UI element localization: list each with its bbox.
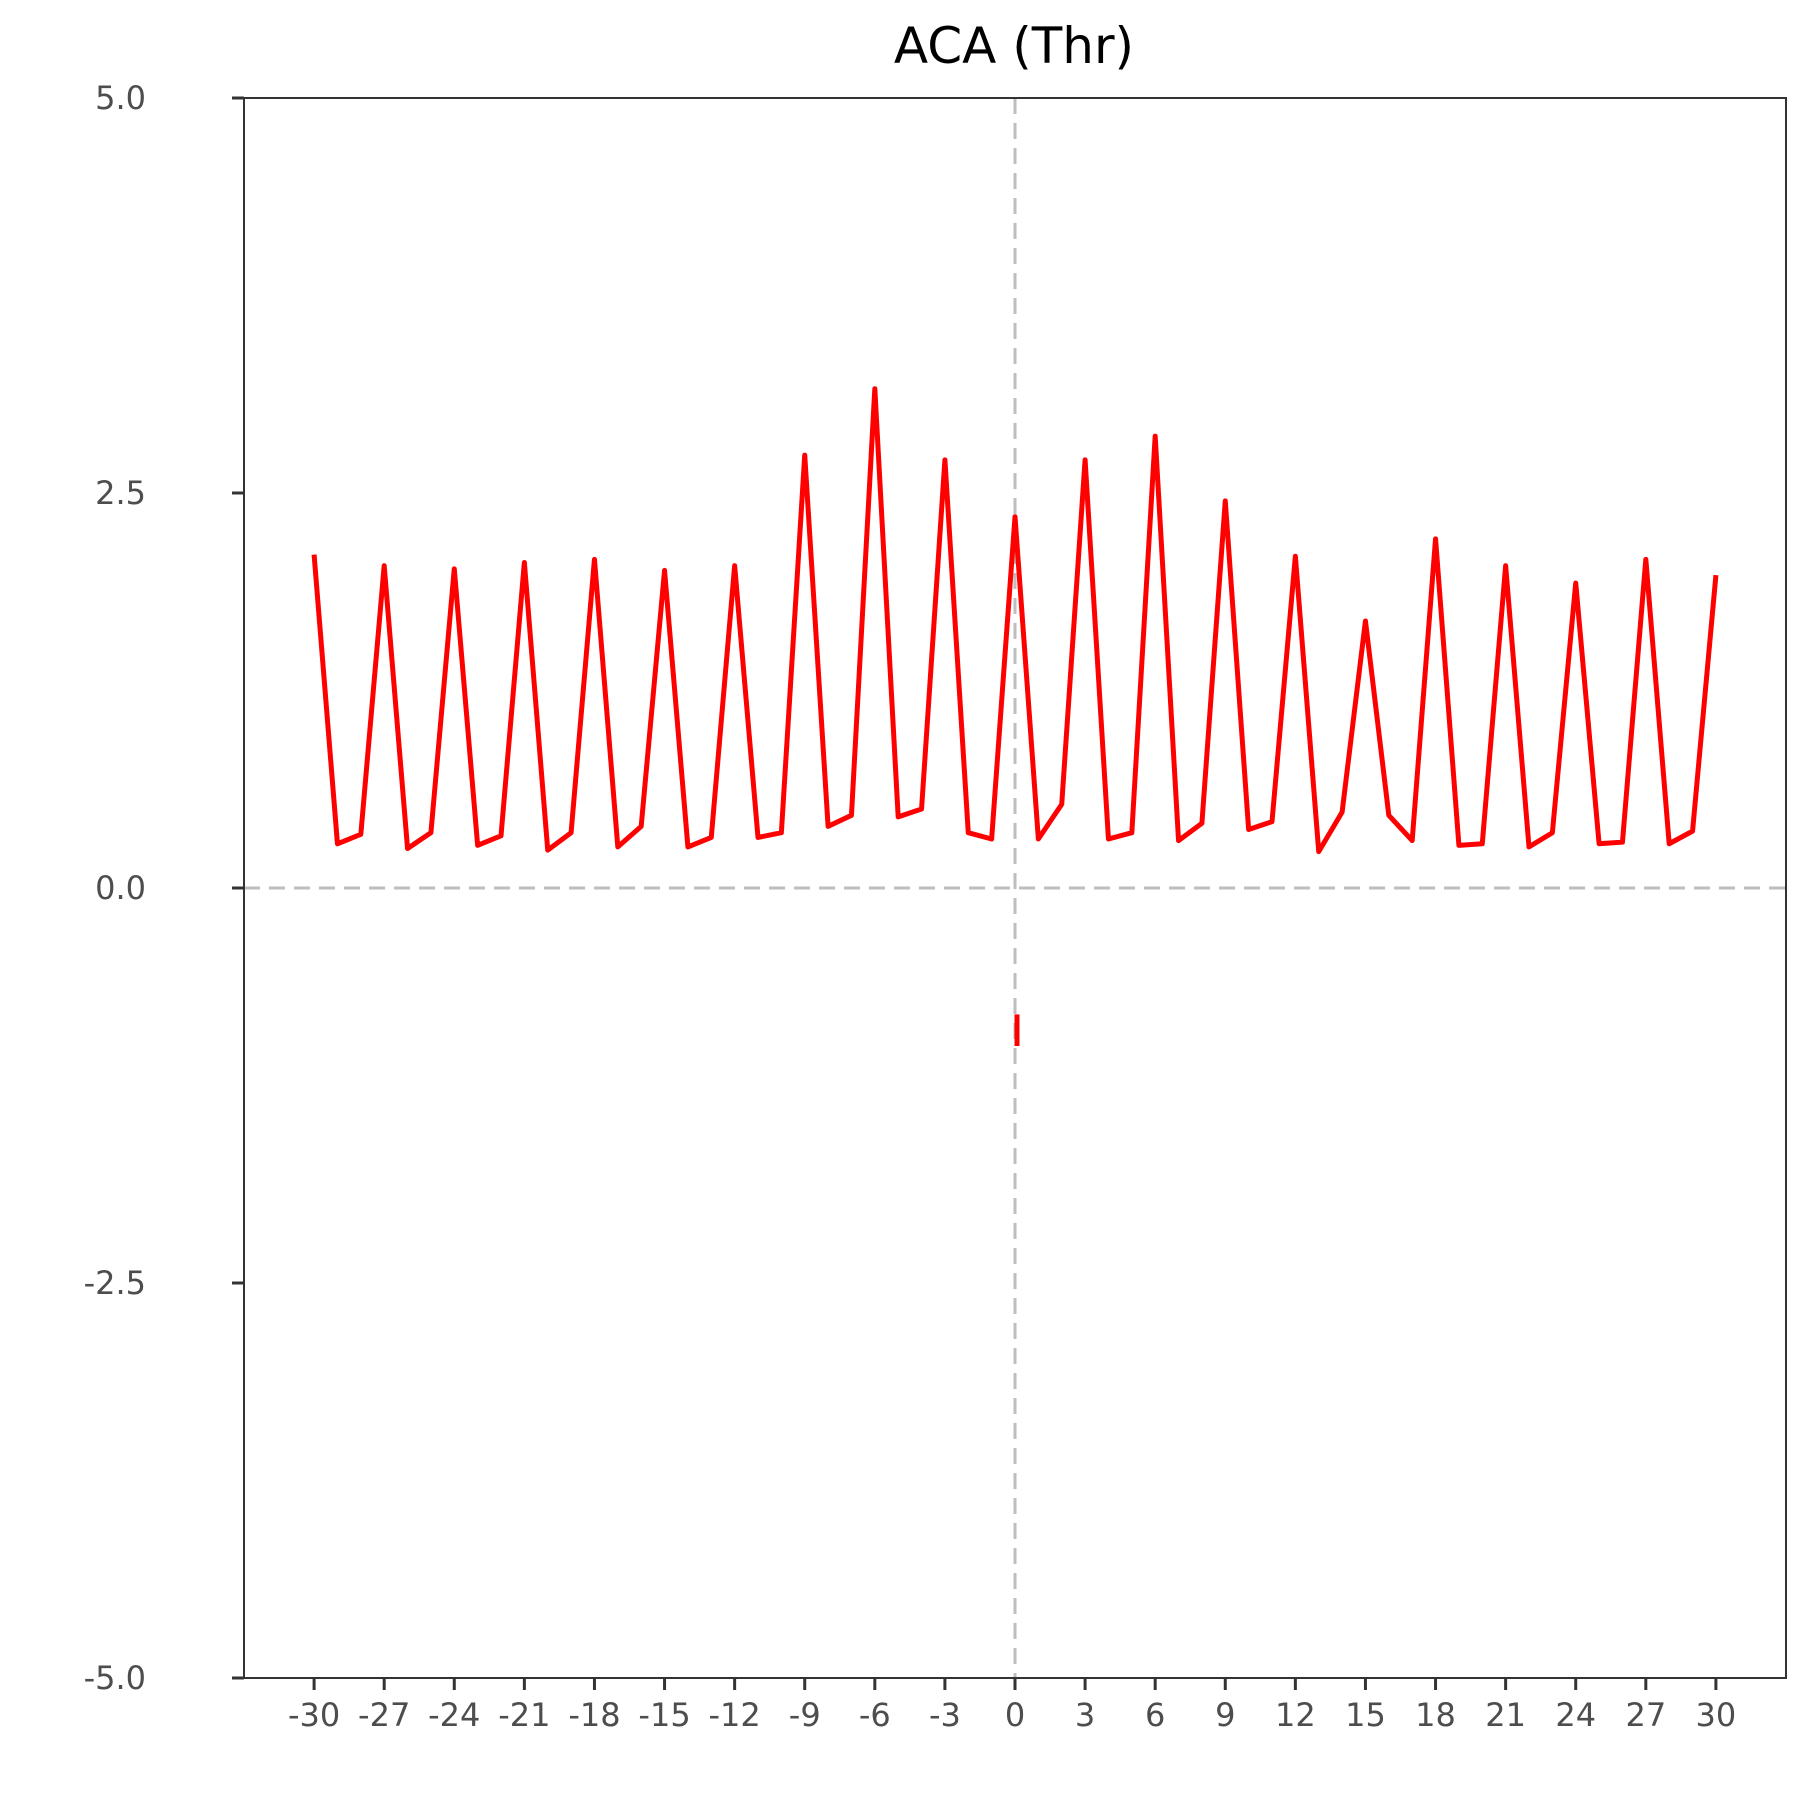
x-tick-label: -3 (929, 1696, 961, 1734)
y-axis: 5.0 2.5 0.0 -2.5 -5.0 (84, 79, 244, 1697)
x-tick-label: 27 (1625, 1696, 1666, 1734)
x-tick-label: -9 (789, 1696, 821, 1734)
x-tick-label: -30 (288, 1696, 340, 1734)
y-tick-label: 0.0 (95, 869, 146, 907)
x-tick-label: 30 (1696, 1696, 1737, 1734)
y-tick-label: -2.5 (84, 1264, 146, 1302)
x-tick-label: -24 (428, 1696, 480, 1734)
y-tick-label: 2.5 (95, 474, 146, 512)
x-tick-label: 3 (1075, 1696, 1095, 1734)
x-tick-label: -6 (859, 1696, 891, 1734)
x-tick-label: 0 (1005, 1696, 1025, 1734)
x-tick-label: 12 (1275, 1696, 1316, 1734)
y-tick-label: -5.0 (84, 1659, 146, 1697)
x-tick-label: -27 (358, 1696, 410, 1734)
x-tick-label: 9 (1215, 1696, 1235, 1734)
x-tick-label: 15 (1345, 1696, 1386, 1734)
x-tick-label: 6 (1145, 1696, 1165, 1734)
reference-lines (244, 98, 1786, 1678)
y-tick-label: 5.0 (95, 79, 146, 117)
x-tick-label: 18 (1415, 1696, 1456, 1734)
series-line-1 (311, 386, 1719, 855)
chart-title: ACA (Thr) (894, 17, 1134, 75)
x-tick-label: -15 (638, 1696, 690, 1734)
x-tick-label: 21 (1485, 1696, 1526, 1734)
x-tick-label: -21 (498, 1696, 550, 1734)
x-axis: -30 -27 -24 -21 -18 -15 -12 -9 -6 -3 0 3 6 9 12 15 18 21 2… (288, 1678, 1736, 1734)
x-tick-label: -18 (568, 1696, 620, 1734)
x-tick-label: -12 (709, 1696, 761, 1734)
x-tick-label: 24 (1555, 1696, 1596, 1734)
series-layer (311, 386, 1719, 1046)
